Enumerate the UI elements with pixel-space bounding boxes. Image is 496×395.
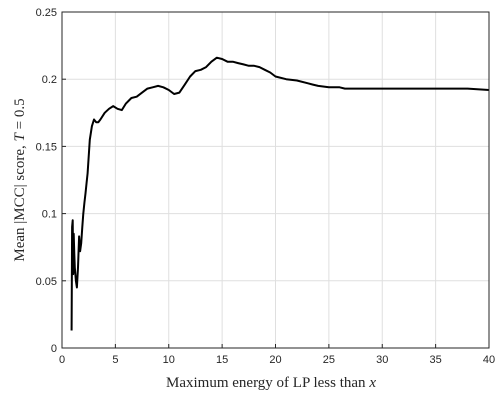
y-tick-label: 0.2: [42, 74, 57, 86]
y-axis-ticks: 0 0.05 0.1 0.15 0.2 0.25: [36, 7, 66, 355]
series-line: [70, 56, 490, 331]
x-tick-label: 5: [112, 354, 118, 366]
y-tick-label: 0.05: [36, 276, 57, 288]
y-tick-label: 0.15: [36, 141, 57, 153]
x-tick-label: 0: [59, 354, 65, 366]
x-tick-label: 40: [483, 354, 495, 366]
grid: [62, 12, 489, 348]
x-tick-label: 35: [430, 354, 442, 366]
x-axis-label: Maximum energy of LP less than x: [166, 375, 376, 391]
x-axis-ticks: 0 5 10 15 20 25 30 35 40: [59, 344, 495, 366]
x-tick-label: 10: [163, 354, 175, 366]
y-tick-label: 0.1: [42, 209, 57, 221]
x-tick-label: 25: [323, 354, 335, 366]
x-tick-label: 30: [376, 354, 388, 366]
y-tick-label: 0: [51, 343, 57, 355]
y-axis-label: Mean |MCC| score, T = 0.5: [12, 98, 28, 261]
y-tick-label: 0.25: [36, 7, 57, 19]
x-tick-label: 15: [216, 354, 228, 366]
x-tick-label: 20: [269, 354, 281, 366]
